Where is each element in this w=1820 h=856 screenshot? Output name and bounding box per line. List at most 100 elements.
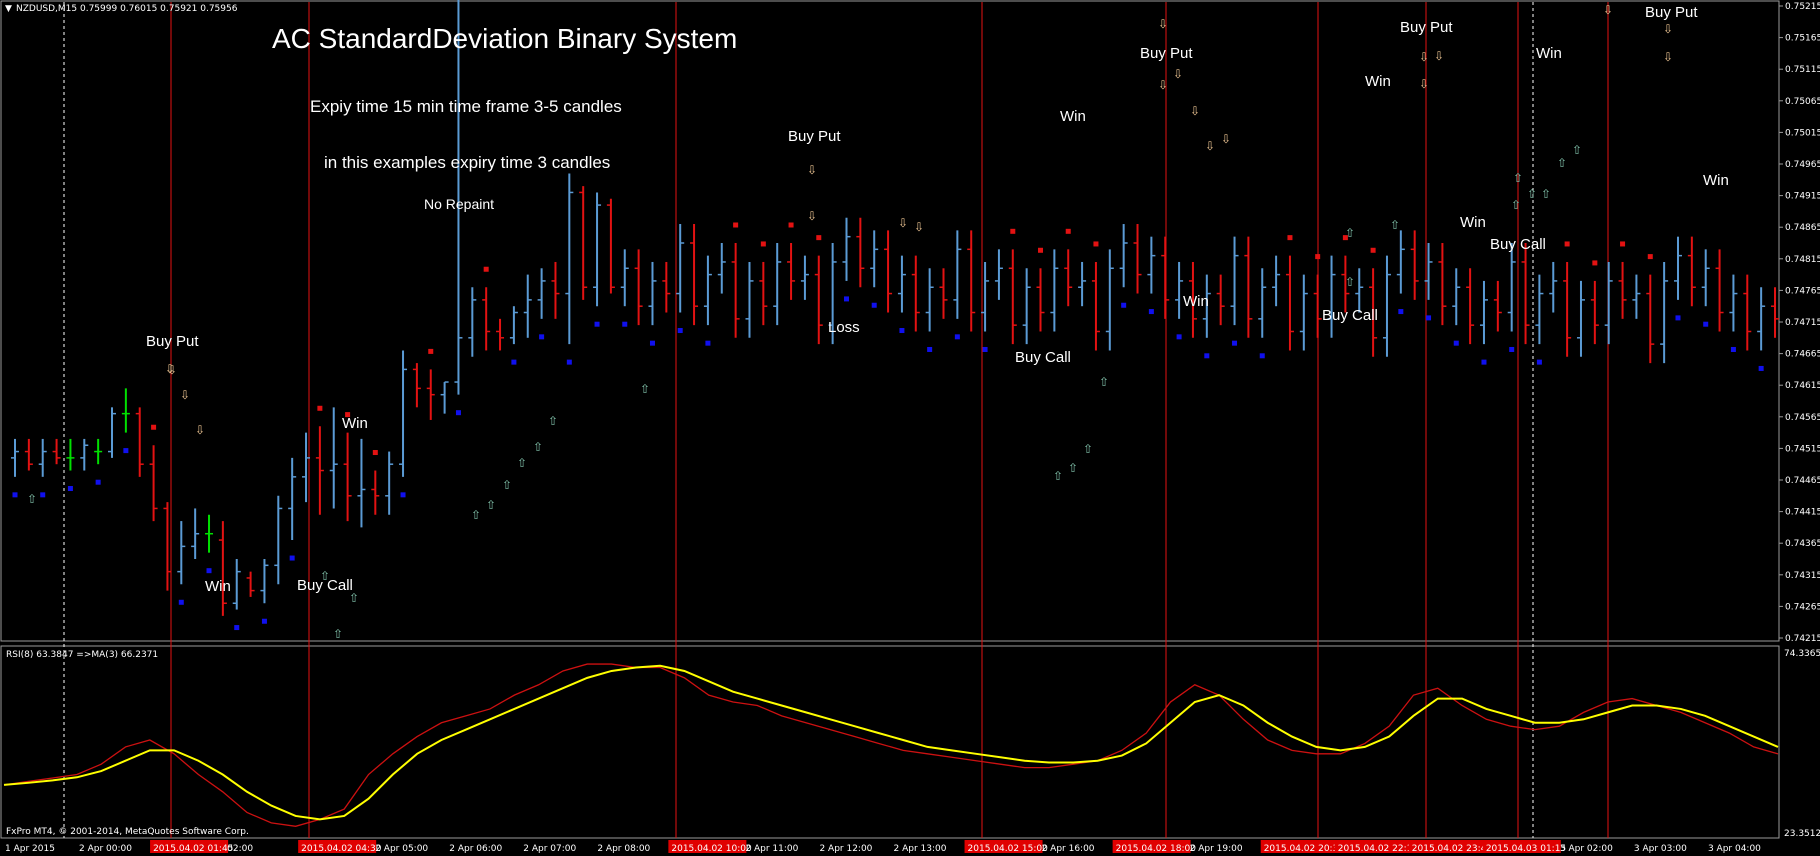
price-tick-label: 0.74765 [1785,286,1820,296]
time-label: 3 Apr 02:00 [1560,844,1613,854]
time-badge [298,840,377,853]
price-tick-label: 0.74715 [1785,318,1820,328]
arrow-up-icon: ⇧ [1345,226,1355,240]
arrow-down-icon: ⇩ [1158,17,1168,31]
arrow-up-icon: ⇧ [320,569,330,583]
annotation-label: Win [1460,214,1486,231]
deviation-dot [954,334,960,340]
deviation-dot [843,296,849,302]
deviation-dot [539,334,545,340]
time-label: 2015.04.02 20:30 [1264,844,1345,854]
time-badge [668,840,747,853]
annotation-label: Loss [828,319,860,336]
time-axis: 1 Apr 2015 2 Apr 00:00 2015.04.02 01:4502:… [5,840,1761,854]
price-tick-label: 0.74565 [1785,413,1820,423]
arrow-up-icon: ⇧ [486,498,496,512]
indicator-label: RSI(8) 63.3847 =>MA(3) 66.2371 [6,650,158,660]
deviation-dot [927,346,933,352]
price-tick-label: 0.75115 [1785,65,1820,75]
deviation-dot [622,321,628,327]
arrow-down-icon: ⇩ [898,216,908,230]
annotation-label: Buy Put [1645,4,1698,21]
time-label: 2 Apr 00:00 [79,844,132,854]
deviation-dot [1536,359,1542,365]
arrow-down-icon: ⇩ [1158,78,1168,92]
main-panel-frame [0,0,1780,642]
annotation-label: Buy Put [788,128,841,145]
annotation-label: Buy Call [297,577,353,594]
arrow-down-icon: ⇩ [1419,50,1429,64]
price-tick-label: 0.74215 [1785,634,1820,644]
arrow-down-icon: ⇩ [807,209,817,223]
deviation-dot [1564,241,1570,247]
time-label: 2015.04.02 15:00 [968,844,1049,854]
rsi-line [3,663,1779,827]
deviation-dot [816,235,822,241]
deviation-dot [151,424,157,430]
deviation-dot [234,625,240,631]
deviation-dot [594,321,600,327]
arrow-up-icon: ⇧ [1083,442,1093,456]
arrow-down-icon: ⇩ [1663,50,1673,64]
time-badge [1112,840,1191,853]
annotation-label: Buy Put [1140,45,1193,62]
time-label: 1 Apr 2015 [5,844,55,854]
arrow-up-icon: ⇧ [1390,218,1400,232]
deviation-dot [1703,321,1709,327]
time-label: 2 Apr 11:00 [745,844,798,854]
deviation-dot [289,555,295,561]
price-tick-label: 0.74365 [1785,539,1820,549]
price-tick-label: 0.74965 [1785,160,1820,170]
annotation-label: Win [205,578,231,595]
annotation-label: Win [1536,45,1562,62]
arrow-up-icon: ⇧ [1345,275,1355,289]
triangle-icon[interactable]: ▼ [5,4,12,14]
deviation-dot [428,348,434,354]
deviation-dot [1398,309,1404,315]
deviation-dot [1370,247,1376,253]
time-label: 2 Apr 05:00 [375,844,428,854]
arrow-up-icon: ⇧ [1541,187,1551,201]
arrow-up-icon: ⇧ [1557,156,1567,170]
deviation-dot [1121,302,1127,308]
arrow-up-icon: ⇧ [548,414,558,428]
annotation-label: Buy Call [1322,307,1378,324]
deviation-dot [372,450,378,456]
arrow-up-icon: ⇧ [1513,171,1523,185]
deviation-dot [1259,353,1265,359]
indicator-axis-bottom: 23.3512 [1784,829,1820,839]
time-label: 2 Apr 06:00 [449,844,502,854]
deviation-dot [1315,254,1321,260]
deviation-dot [1481,359,1487,365]
time-label: 2015.04.02 04:30 [301,844,382,854]
annotation-label: Buy Put [146,333,199,350]
deviation-dot [1010,228,1016,234]
deviation-dot [677,328,683,334]
arrow-down-icon: ⇩ [1603,3,1613,17]
time-label: 2015.04.02 22:15 [1338,844,1418,854]
arrow-up-icon: ⇧ [1068,461,1078,475]
deviation-dot [788,222,794,228]
symbol-info: NZDUSD,M15 0.75999 0.76015 0.75921 0.759… [16,4,238,14]
deviation-dot [1509,346,1515,352]
indicator-panel-frame [0,645,1780,839]
deviation-dot [1758,365,1764,371]
deviation-dot [317,405,323,411]
deviation-dot [1038,247,1044,253]
deviation-dot [1453,340,1459,346]
deviation-dot [1065,228,1071,234]
price-tick-label: 0.74265 [1785,602,1820,612]
deviation-dot [511,359,517,365]
time-label: 2 Apr 08:00 [597,844,650,854]
price-tick-label: 0.74315 [1785,571,1820,581]
time-label: 2015.04.02 23:45 [1412,844,1492,854]
ma-line [3,664,1779,821]
deviation-dot [40,492,46,498]
deviation-dot [1620,241,1626,247]
indicator-axis-top: 74.3365 [1784,649,1820,659]
deviation-dot [95,479,101,485]
arrow-up-icon: ⇧ [1099,375,1109,389]
signal-arrows: ⇧ ⇩ ⇩ ⇩ ⇩ ⇧ ⇧ ⇧ ⇧ ⇧ ⇧ ⇧ ⇧ ⇧ ⇧ ⇩ ⇩ ⇩ ⇩ ⇧ ⇧ ⇧ ⇧ ⇩ ⇩ ⇩ ⇩ ⇩ ⇩ ⇧ ⇧ ⇧ ⇩ ⇩ ⇩ ⇧ ⇧ ⇧ ⇧ ⇧… [27,3,1673,641]
time-label: 2015.04.02 01:45 [153,844,233,854]
